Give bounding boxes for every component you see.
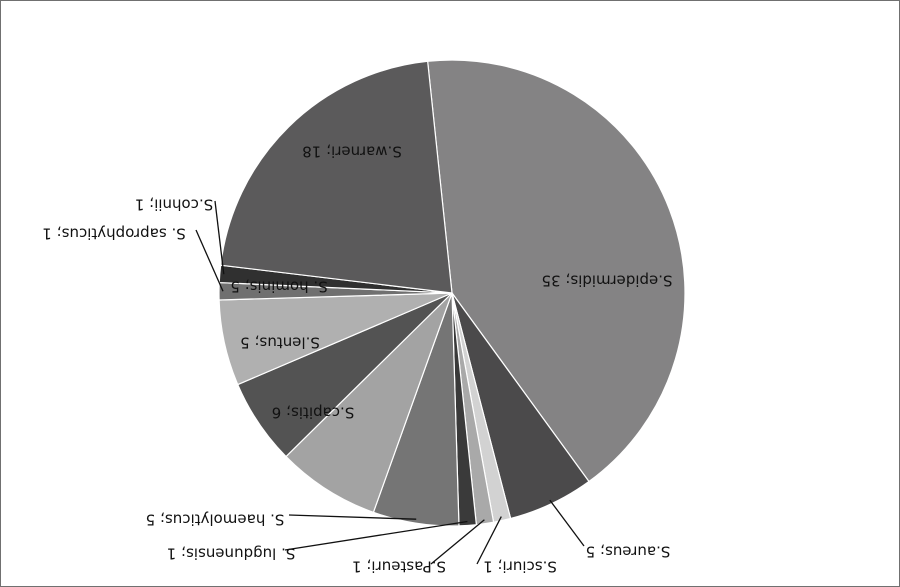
leader-line	[476, 516, 502, 565]
leader-line	[430, 519, 485, 565]
leader-line	[195, 229, 224, 292]
leader-line	[284, 520, 468, 551]
slice-label: S.aureus; 5	[586, 543, 671, 561]
pie-slice-s-warneri	[220, 60, 453, 294]
slice-label: S.sciuri; 1	[483, 558, 557, 576]
leader-line	[288, 514, 417, 520]
slice-label: S.epidermidis; 35	[541, 272, 672, 290]
leader-line	[214, 200, 225, 275]
slice-label: S.capitis; 6	[272, 404, 355, 422]
pie-slice-s-epidermidis	[426, 59, 686, 483]
slice-label: S. haemolyticus; 5	[146, 511, 285, 529]
pie-slice-s-capitis	[285, 292, 453, 514]
slice-label: S. hominis; 5	[230, 278, 327, 296]
slice-label: S.lentus; 5	[240, 334, 320, 352]
slice-label: S. saprophyticus; 1	[42, 225, 186, 243]
slice-label: S.Pasteuri; 1	[352, 558, 446, 576]
slice-label: S.warneri; 18	[302, 143, 402, 161]
slice-label: S. lugdunensis; 1	[167, 545, 296, 563]
leader-line	[549, 499, 585, 547]
slice-label: S.cohnii; 1	[135, 196, 213, 214]
